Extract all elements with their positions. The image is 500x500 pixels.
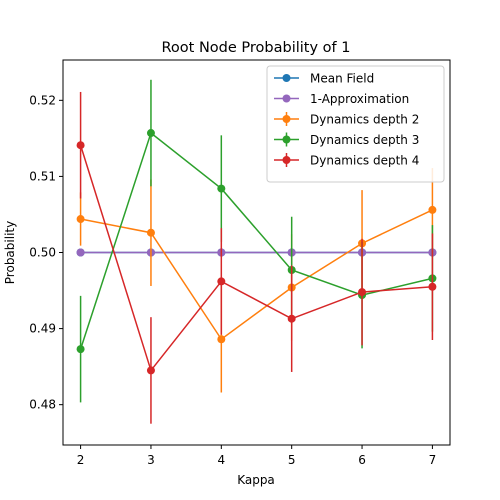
y-tick-label: 0.52 [29, 93, 56, 107]
legend-marker [282, 74, 291, 82]
y-axis: 0.48 0.49 0.50 0.51 0.52 [29, 93, 63, 412]
legend-label: 1-Approximation [310, 92, 409, 106]
series-dynamics-depth-4 [76, 91, 437, 424]
x-tick-label: 6 [358, 453, 366, 467]
legend-marker [282, 156, 291, 164]
y-tick-label: 0.49 [29, 322, 56, 336]
legend-item: Dynamics depth 2 [274, 112, 419, 127]
data-point [287, 314, 296, 323]
legend-items: Mean Field 1-Approximation Dynamics depth … [274, 72, 419, 168]
x-tick-label: 3 [147, 453, 155, 467]
data-point [217, 335, 226, 344]
data-point [358, 288, 367, 297]
legend-label: Dynamics depth 2 [310, 113, 419, 127]
data-point [217, 184, 226, 193]
data-point [76, 345, 85, 354]
y-tick-label: 0.50 [29, 246, 56, 260]
legend-marker [282, 135, 291, 144]
data-point [146, 366, 155, 375]
series-1-approximation [76, 248, 437, 257]
x-tick-label: 7 [429, 453, 437, 467]
x-tick-label: 4 [217, 453, 225, 467]
series-dynamics-depth-2 [76, 168, 437, 393]
data-point [217, 277, 226, 286]
legend-item: Dynamics depth 3 [274, 132, 419, 147]
y-tick-label: 0.51 [29, 169, 56, 183]
series-line [79, 144, 433, 373]
chart-title: Root Node Probability of 1 [162, 40, 351, 56]
legend-label: Dynamics depth 4 [310, 154, 419, 168]
data-point [76, 215, 85, 224]
series-line [80, 209, 433, 341]
y-axis-title: Probability [3, 221, 17, 284]
data-point [76, 141, 85, 150]
data-point [76, 248, 85, 257]
x-axis-title: Kappa [237, 473, 275, 487]
legend-label: Dynamics depth 3 [310, 133, 419, 147]
data-point [146, 228, 155, 237]
x-axis: 2 3 4 5 6 7 [77, 445, 436, 467]
legend: Mean Field 1-Approximation Dynamics depth … [266, 65, 445, 183]
legend-marker [282, 115, 291, 123]
legend-item: Dynamics depth 4 [274, 153, 419, 168]
legend-item: Mean Field [274, 72, 374, 86]
legend-label: Mean Field [310, 72, 374, 86]
legend-marker [282, 94, 291, 103]
x-tick-label: 5 [288, 453, 296, 467]
series-line [79, 131, 433, 350]
y-tick-label: 0.48 [29, 398, 56, 412]
legend-box [266, 65, 445, 183]
x-tick-label: 2 [77, 453, 85, 467]
plot-marks [76, 79, 437, 424]
legend-item: 1-Approximation [274, 92, 409, 106]
data-point [428, 205, 437, 214]
data-point [428, 282, 437, 291]
data-point [146, 129, 155, 138]
